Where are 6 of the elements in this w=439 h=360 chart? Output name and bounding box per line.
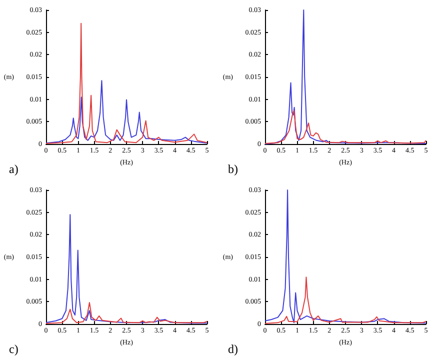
line-series (264, 190, 426, 324)
text: c) (9, 342, 18, 356)
text: a) (9, 162, 18, 176)
text: b) (228, 162, 238, 176)
text: d) (228, 342, 238, 356)
line-series (264, 10, 426, 144)
